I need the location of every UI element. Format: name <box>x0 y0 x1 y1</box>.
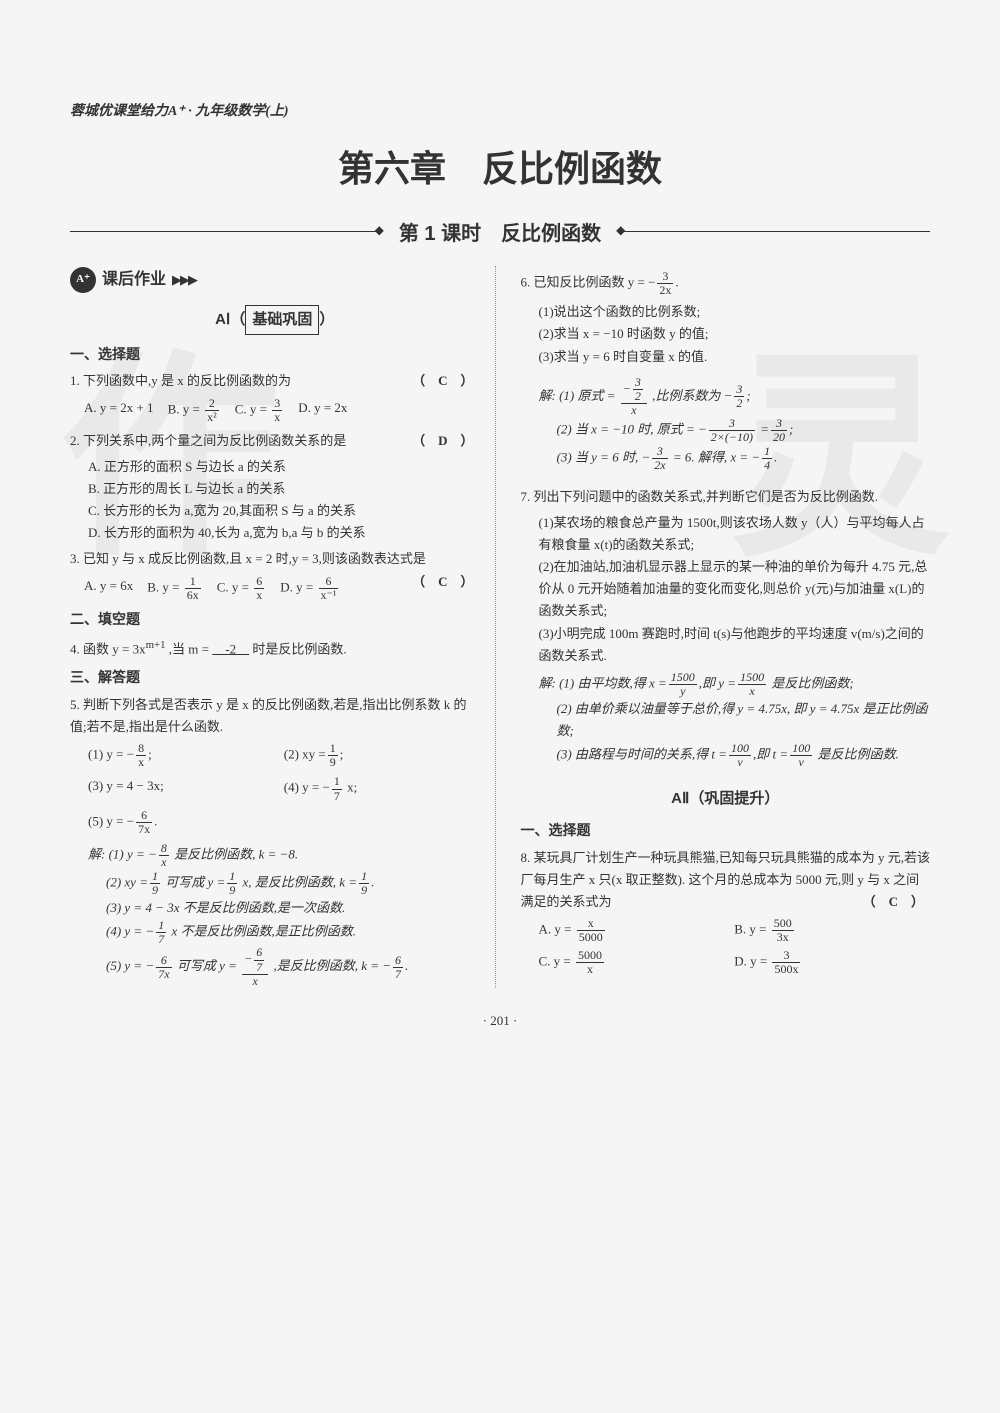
a1-box: 基础巩固 <box>245 305 319 335</box>
q4-pre: 4. 函数 y = 3x <box>70 641 146 656</box>
chapter-title: 第六章 反比例函数 <box>70 140 930 192</box>
q3-opt-d: D. y = 6x⁻¹ <box>280 575 340 602</box>
q7-p1: (1)某农场的粮食总产量为 1500t,则该农场人数 y（人）与平均每人占有粮食… <box>539 512 931 556</box>
q8-opt-a: A. y = x5000 <box>539 917 735 944</box>
q6-p1: (1)说出这个函数的比例系数; <box>539 301 931 323</box>
q5-s5: (5) y = −67x 可写成 y = −67x ,是反比例函数, k = −… <box>106 946 480 988</box>
q5-parts: (1) y = −8x; (2) xy =19; (3) y = 4 − 3x;… <box>88 742 480 836</box>
q3-text: 3. 已知 y 与 x 成反比例函数,且 x = 2 时,y = 3,则该函数表… <box>70 551 426 566</box>
q6-s2: (2) 当 x = −10 时, 原式 = −32×(−10) =320; <box>557 417 931 444</box>
q6-p2: (2)求当 x = −10 时函数 y 的值; <box>539 323 931 345</box>
deco-line-right <box>621 231 930 232</box>
q1-opt-d: D. y = 2x <box>298 397 347 424</box>
q4-post: 时是反比例函数. <box>249 641 347 656</box>
question-8: 8. 某玩具厂计划生产一种玩具熊猫,已知每只玩具熊猫的成本为 y 元,若该厂每月… <box>521 847 931 913</box>
a1-suffix: ） <box>319 311 334 328</box>
q3-opt-b: B. y = 16x <box>147 575 203 602</box>
a1-prefix: AⅠ（ <box>215 311 245 328</box>
page-content: 蓉城优课堂给力A⁺ · 九年级数学(上) 第六章 反比例函数 第 1 课时 反比… <box>70 100 930 1029</box>
q1-opt-a: A. y = 2x + 1 <box>84 397 154 424</box>
q6-pre: 6. 已知反比例函数 y = − <box>521 275 656 290</box>
q5-s2: (2) xy =19 可写成 y =19 x, 是反比例函数, k =19. <box>106 870 480 897</box>
q7-solution: 解: (1) 由平均数,得 x =1500y,即 y =1500x 是反比例函数… <box>539 671 931 770</box>
q6-parts: (1)说出这个函数的比例系数; (2)求当 x = −10 时函数 y 的值; … <box>539 301 931 367</box>
q1-text: 1. 下列函数中,y 是 x 的反比例函数的为 <box>70 373 291 388</box>
q1-opt-b: B. y = 2x² <box>168 397 221 424</box>
q4-sup: m+1 <box>146 639 166 651</box>
q4-mid: ,当 m = <box>166 641 213 656</box>
question-5: 5. 判断下列各式是否表示 y 是 x 的反比例函数,若是,指出比例系数 k 的… <box>70 694 480 738</box>
q1-answer: （ C ） <box>412 370 473 392</box>
section-a2: AⅡ（巩固提升） <box>521 786 931 812</box>
q3-answer: （ C ） <box>412 571 473 593</box>
q6-post: . <box>675 275 678 290</box>
q4-answer: -2 <box>212 641 249 656</box>
q5-p3: (3) y = 4 − 3x; <box>88 775 284 802</box>
q2-answer: （ D ） <box>412 430 473 452</box>
q5-s1: 解: (1) y = −8x 是反比例函数, k = −8. <box>88 842 480 869</box>
q8-opt-c: C. y = 5000x <box>539 949 735 976</box>
q2-opt-c: C. 长方形的长为 a,宽为 20,其面积 S 与 a 的关系 <box>88 500 480 522</box>
q2-opt-a: A. 正方形的面积 S 与边长 a 的关系 <box>88 456 480 478</box>
homework-badge: A⁺ 课后作业 ▶▶▶ <box>70 266 196 293</box>
q5-s3: (3) y = 4 − 3x 不是反比例函数,是一次函数. <box>106 897 480 919</box>
question-6: 6. 已知反比例函数 y = −32x. <box>521 270 931 297</box>
q8-opt-b: B. y = 5003x <box>734 917 930 944</box>
q7-s1: 解: (1) 由平均数,得 x =1500y,即 y =1500x 是反比例函数… <box>539 671 931 698</box>
subhead-choice-2: 一、选择题 <box>521 819 931 843</box>
q8-answer: （ C ） <box>863 891 924 913</box>
q7-parts: (1)某农场的粮食总产量为 1500t,则该农场人数 y（人）与平均每人占有粮食… <box>539 512 931 667</box>
badge-text: 课后作业 <box>102 266 166 293</box>
question-7: 7. 列出下列问题中的函数关系式,并判断它们是否为反比例函数. <box>521 486 931 508</box>
q1-opt-c: C. y = 3x <box>235 397 285 424</box>
lesson-title: 第 1 课时 反比例函数 <box>399 217 601 246</box>
book-header: 蓉城优课堂给力A⁺ · 九年级数学(上) <box>70 100 930 120</box>
q7-p2: (2)在加油站,加油机显示器上显示的某一种油的单价为每升 4.75 元,总价从 … <box>539 556 931 622</box>
q6-s1: 解: (1) 原式 = −32x ,比例系数为 −32; <box>539 376 931 418</box>
q6-p3: (3)求当 y = 6 时自变量 x 的值. <box>539 346 931 368</box>
q5-solution: 解: (1) y = −8x 是反比例函数, k = −8. (2) xy =1… <box>88 842 480 988</box>
subhead-choice: 一、选择题 <box>70 343 480 367</box>
section-a1: AⅠ（基础巩固） <box>70 305 480 335</box>
q5-p1: (1) y = −8x; <box>88 742 284 769</box>
q2-options: A. 正方形的面积 S 与边长 a 的关系 B. 正方形的周长 L 与边长 a … <box>88 456 480 544</box>
q2-opt-b: B. 正方形的周长 L 与边长 a 的关系 <box>88 478 480 500</box>
q3-opt-c: C. y = 6x <box>217 575 267 602</box>
q1-options: A. y = 2x + 1 B. y = 2x² C. y = 3x D. y … <box>84 397 480 424</box>
q2-text: 2. 下列关系中,两个量之间为反比例函数关系的是 <box>70 433 346 448</box>
q3-options: A. y = 6x B. y = 16x C. y = 6x D. y = 6x… <box>84 575 412 602</box>
badge-arrows: ▶▶▶ <box>172 269 196 291</box>
subhead-fill: 二、填空题 <box>70 608 480 632</box>
question-2: 2. 下列关系中,两个量之间为反比例函数关系的是 （ D ） <box>70 430 480 452</box>
deco-line-left <box>70 231 379 232</box>
q5-p5: (5) y = −67x. <box>88 809 480 836</box>
q7-s3: (3) 由路程与时间的关系,得 t =100v,即 t =100v 是反比例函数… <box>557 742 931 769</box>
q2-opt-d: D. 长方形的面积为 40,长为 a,宽为 b,a 与 b 的关系 <box>88 522 480 544</box>
q5-p4: (4) y = −17 x; <box>284 775 480 802</box>
q3-opt-a: A. y = 6x <box>84 575 133 602</box>
q8-options: A. y = x5000 B. y = 5003x C. y = 5000x D… <box>539 917 931 976</box>
q7-p3: (3)小明完成 100m 赛跑时,时间 t(s)与他跑步的平均速度 v(m/s)… <box>539 623 931 667</box>
badge-icon: A⁺ <box>70 267 96 293</box>
right-column: 6. 已知反比例函数 y = −32x. (1)说出这个函数的比例系数; (2)… <box>521 266 931 988</box>
q6-solution: 解: (1) 原式 = −32x ,比例系数为 −32; (2) 当 x = −… <box>539 376 931 472</box>
subhead-answer: 三、解答题 <box>70 666 480 690</box>
left-column: A⁺ 课后作业 ▶▶▶ AⅠ（基础巩固） 一、选择题 1. 下列函数中,y 是 … <box>70 266 496 988</box>
question-1: 1. 下列函数中,y 是 x 的反比例函数的为 （ C ） <box>70 370 480 392</box>
q8-opt-d: D. y = 3500x <box>734 949 930 976</box>
q5-s4: (4) y = −17 x 不是反比例函数,是正比例函数. <box>106 919 480 946</box>
page-number: · 201 · <box>70 1013 930 1029</box>
lesson-row: 第 1 课时 反比例函数 <box>70 217 930 246</box>
question-3: 3. 已知 y 与 x 成反比例函数,且 x = 2 时,y = 3,则该函数表… <box>70 548 480 570</box>
q7-s2: (2) 由单价乘以油量等于总价,得 y = 4.75x, 即 y = 4.75x… <box>557 698 931 742</box>
question-4: 4. 函数 y = 3xm+1 ,当 m = -2 时是反比例函数. <box>70 636 480 660</box>
q6-s3: (3) 当 y = 6 时, −32x = 6. 解得, x = −14. <box>557 445 931 472</box>
q5-p2: (2) xy =19; <box>284 742 480 769</box>
